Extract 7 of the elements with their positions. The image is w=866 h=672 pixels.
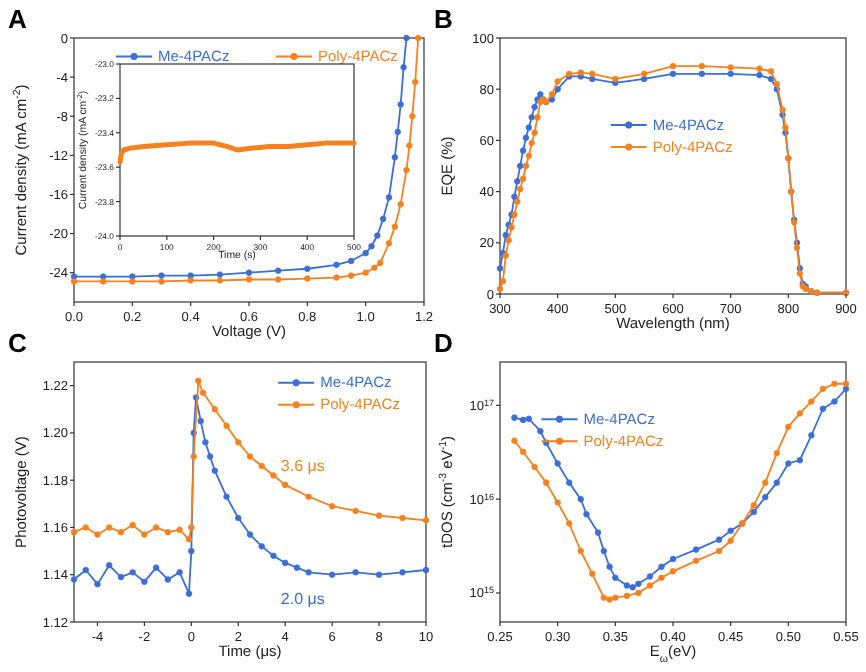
annotation: 2.0 μs [280, 589, 325, 608]
chart-title: A [8, 4, 28, 34]
chart-title: B [434, 4, 453, 34]
chart-title: C [8, 328, 28, 358]
annotation: 3.6 μs [280, 457, 325, 476]
line-series [117, 140, 357, 165]
chart-title: D [434, 328, 453, 358]
